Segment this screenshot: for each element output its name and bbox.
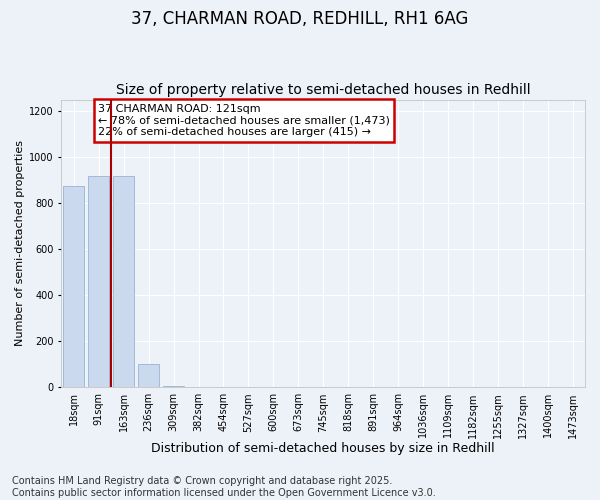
Text: Contains HM Land Registry data © Crown copyright and database right 2025.
Contai: Contains HM Land Registry data © Crown c… [12,476,436,498]
Bar [64,186,85,388]
Text: 37 CHARMAN ROAD: 121sqm
← 78% of semi-detached houses are smaller (1,473)
22% of: 37 CHARMAN ROAD: 121sqm ← 78% of semi-de… [98,104,390,137]
X-axis label: Distribution of semi-detached houses by size in Redhill: Distribution of semi-detached houses by … [151,442,495,455]
Bar [88,176,109,388]
Y-axis label: Number of semi-detached properties: Number of semi-detached properties [15,140,25,346]
Bar [138,364,159,388]
Title: Size of property relative to semi-detached houses in Redhill: Size of property relative to semi-detach… [116,83,530,97]
Bar [163,386,184,388]
Text: 37, CHARMAN ROAD, REDHILL, RH1 6AG: 37, CHARMAN ROAD, REDHILL, RH1 6AG [131,10,469,28]
Bar [113,176,134,388]
